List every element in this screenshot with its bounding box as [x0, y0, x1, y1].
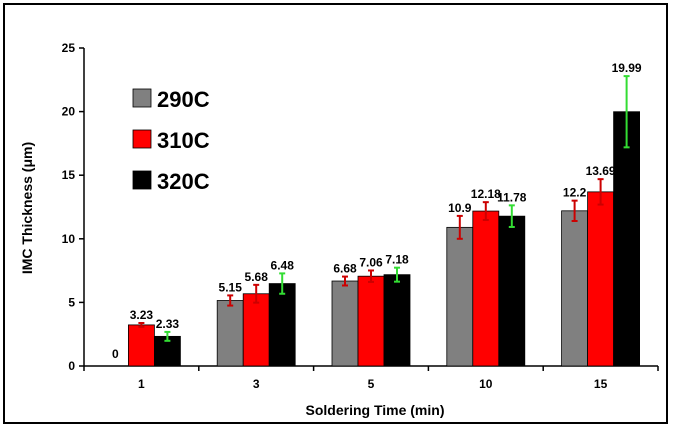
data-label: 10.9 [448, 201, 472, 215]
bar [446, 226, 474, 367]
legend: 290C 310C 320C [132, 87, 210, 194]
bar [216, 300, 244, 367]
y-tick-label: 10 [62, 232, 76, 246]
data-label: 11.78 [497, 190, 527, 204]
bar [561, 210, 588, 367]
data-label: 12.18 [471, 187, 501, 201]
data-label: 2.33 [156, 317, 180, 331]
bar [357, 275, 385, 367]
x-tick-label: 3 [253, 377, 260, 391]
y-axis-title: IMC Thickness (μm) [19, 142, 35, 274]
data-label: 6.48 [271, 258, 295, 272]
data-label: 3.23 [130, 308, 154, 322]
x-tick-label: 10 [479, 377, 493, 391]
bar [587, 191, 614, 367]
x-tick-label: 5 [368, 377, 375, 391]
legend-label: 310C [157, 128, 210, 153]
bar [472, 210, 500, 367]
data-label: 19.99 [612, 61, 642, 75]
bar [331, 280, 359, 367]
data-label: 5.68 [245, 270, 269, 284]
bar [268, 283, 296, 367]
x-tick-label: 1 [138, 377, 145, 391]
x-axis-title: Soldering Time (min) [306, 402, 445, 418]
bar [242, 293, 270, 367]
data-label: 6.68 [333, 262, 357, 276]
legend-label: 290C [157, 87, 210, 112]
data-label: 13.69 [586, 164, 616, 178]
error-bars [138, 75, 630, 342]
data-label: 12.2 [563, 186, 587, 200]
bar [498, 215, 526, 367]
y-tick-label: 15 [62, 168, 76, 182]
y-tick-label: 0 [68, 359, 75, 373]
bar [127, 324, 155, 367]
legend-swatch [132, 170, 152, 190]
data-labels: 03.232.335.155.686.48 6.68 7.06 7.1810.912.… [112, 61, 642, 361]
legend-swatch [132, 129, 152, 149]
data-label: 0 [112, 347, 119, 361]
y-tick-label: 5 [68, 295, 75, 309]
bar [613, 111, 640, 367]
legend-swatch [132, 88, 152, 108]
legend-label: 320C [157, 169, 210, 194]
y-tick-label: 25 [62, 41, 76, 55]
y-tick-label: 20 [62, 105, 76, 119]
data-label: 7.18 [385, 253, 409, 267]
bars [127, 111, 640, 367]
bar [383, 274, 411, 367]
x-tick-label: 15 [594, 377, 608, 391]
data-label: 5.15 [219, 280, 243, 294]
data-label: 7.06 [359, 255, 383, 269]
